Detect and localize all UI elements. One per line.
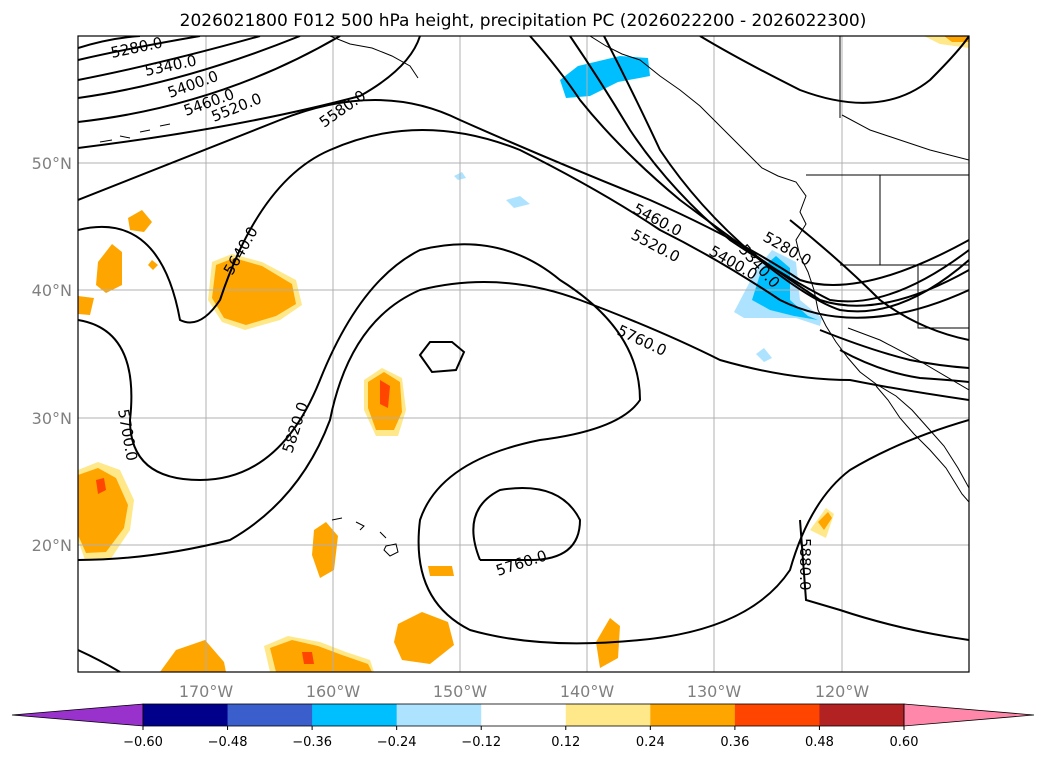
precip-area-20n-158w — [312, 522, 338, 578]
colorbar-extend-high — [903, 703, 1035, 727]
contour-5640 — [78, 99, 969, 286]
contour-label-5880: 5880.0 — [796, 538, 814, 591]
colorbar-segment — [819, 704, 905, 726]
lat-label-30n: 30°N — [32, 409, 72, 428]
colorbar-segment — [312, 704, 398, 726]
colorbar-tick-label: −0.48 — [208, 735, 248, 750]
lat-label-40n: 40°N — [32, 281, 72, 300]
contour-5700 — [78, 129, 969, 324]
precip-area-45n-170w — [128, 210, 152, 232]
contour-inner-5520 — [603, 36, 969, 313]
contour-small-high — [418, 341, 466, 374]
precip-area-22n-122w-core — [818, 512, 832, 530]
contour-5760 — [78, 243, 969, 645]
precip-area-36n-126w-neg — [756, 348, 772, 362]
precip-spot-west-coast-red — [96, 478, 106, 494]
colorbar-tick-label: 0.60 — [890, 735, 919, 750]
colorbar-tick-label: −0.36 — [292, 735, 332, 750]
coastlines — [99, 36, 969, 557]
precip-area-40n-165w-core — [212, 258, 296, 325]
map-background — [78, 36, 969, 672]
contour-5520-north — [78, 36, 341, 123]
contour-inner-5640 — [529, 36, 969, 307]
colorbar-tick-label: 0.24 — [636, 735, 665, 750]
colorbar-tick-label: 0.48 — [805, 735, 834, 750]
colorbar-tick-label: −0.12 — [461, 735, 501, 750]
map-area: 5280.0 5340.0 5400.0 5460.0 5520.0 5580.… — [77, 35, 970, 673]
precip-area-gulf-alaska-neg — [560, 56, 650, 98]
contour-5400-north — [78, 36, 261, 81]
contour-east-upper — [789, 219, 969, 341]
colorbar-segment — [650, 704, 736, 726]
precip-spot-42n-167w — [148, 260, 158, 270]
precip-area-12n-160w-core — [270, 640, 372, 672]
precip-area-18n-150w — [428, 566, 454, 576]
colorbar-segment — [227, 704, 313, 726]
precip-area-40n-178w — [78, 296, 94, 315]
lon-label-130w: 130°W — [687, 682, 742, 701]
precip-area-14n-152w — [394, 612, 454, 664]
lon-label-140w: 140°W — [560, 682, 615, 701]
longitude-labels: 170°W 160°W 150°W 140°W 130°W 120°W — [179, 682, 870, 701]
precip-spot-32n-155w-red — [380, 380, 390, 408]
precip-area-12n-168w — [160, 640, 226, 672]
contour-5880 — [799, 519, 969, 641]
height-contours — [78, 36, 969, 672]
contour-5820 — [78, 281, 969, 561]
latitude-labels: 50°N 40°N 30°N 20°N — [32, 154, 72, 555]
precip-spot-12n-160w-red — [302, 652, 314, 664]
colorbar: −0.60 −0.48 −0.36 −0.24 −0.12 0.12 0.24 0.36 0.4… — [11, 703, 1035, 750]
lat-label-20n: 20°N — [32, 536, 72, 555]
colorbar-segment — [481, 704, 567, 726]
colorbar-tick-label: 0.36 — [720, 735, 749, 750]
colorbar-ticks: −0.60 −0.48 −0.36 −0.24 −0.12 0.12 0.24 0.36 0.4… — [123, 726, 918, 750]
hawaii-islands — [331, 517, 399, 557]
contour-east-lower — [819, 329, 969, 369]
contour-southwest — [78, 649, 121, 672]
precip-area-42n-126w-neg-core — [752, 256, 818, 320]
contour-5340-north — [78, 36, 201, 61]
colorbar-segment — [734, 704, 820, 726]
graticule — [78, 36, 969, 672]
precip-area-west-coast-pos-core — [78, 468, 128, 553]
lon-label-150w: 150°W — [433, 682, 488, 701]
lon-label-160w: 160°W — [306, 682, 361, 701]
contour-inner-5580 — [569, 36, 969, 303]
precip-area-47n-146w-neg — [506, 196, 530, 208]
colorbar-tick-label: −0.60 — [123, 735, 163, 750]
precip-area-42n-173w — [96, 244, 122, 293]
colorbar-extend-low — [11, 703, 144, 727]
colorbar-tick-label: 0.12 — [551, 735, 580, 750]
contour-ridge-east — [699, 36, 969, 104]
contour-5460-north — [78, 36, 301, 99]
border-us-states-3 — [917, 265, 969, 329]
precip-area-ne-corner-core — [944, 36, 969, 42]
colorbar-segment — [143, 704, 229, 726]
border-us-mexico — [847, 327, 969, 391]
lat-label-50n: 50°N — [32, 154, 72, 173]
map-frame — [77, 35, 970, 673]
colorbar-segment — [396, 704, 482, 726]
border-canada-provinces — [841, 114, 969, 161]
coastline-alaska-peninsula — [329, 36, 419, 79]
map-title: 2026021800 F012 500 hPa height, precipit… — [180, 11, 867, 31]
colorbar-segments — [11, 703, 1035, 727]
precipitation-shading — [78, 36, 969, 672]
colorbar-frame — [142, 703, 905, 727]
colorbar-segment — [565, 704, 651, 726]
aleutian-islands — [99, 123, 171, 143]
coastline-baja — [875, 385, 969, 503]
colorbar-tick-label: −0.24 — [377, 735, 417, 750]
lon-label-170w: 170°W — [179, 682, 234, 701]
coastline-alaska-canada — [589, 36, 969, 489]
contour-east-lowest — [839, 349, 969, 383]
lon-label-120w: 120°W — [815, 682, 870, 701]
contour-5760-low — [472, 487, 582, 561]
